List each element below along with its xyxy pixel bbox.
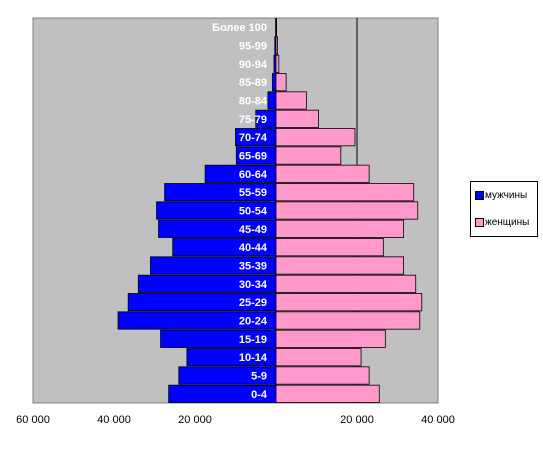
bar-women-Более 100: [275, 18, 278, 37]
legend-label-men: мужчины: [485, 189, 528, 201]
bar-women-20-24: [275, 311, 421, 330]
category-label: 45-49: [239, 224, 267, 236]
legend-label-women: женщины: [485, 216, 530, 228]
category-label: 35-39: [239, 261, 267, 273]
category-label: 30-34: [239, 279, 268, 291]
x-tick-label: 20 000: [340, 414, 374, 426]
legend-item-men: мужчины: [475, 188, 527, 202]
bar-women-55-59: [275, 183, 415, 202]
bar-women-25-29: [275, 293, 423, 312]
category-label: 60-64: [239, 169, 268, 181]
bar-women-80-84: [275, 91, 307, 110]
bar-women-65-69: [275, 146, 342, 165]
category-label: 0-4: [251, 389, 268, 401]
bar-women-50-54: [275, 201, 419, 220]
bar-women-60-64: [275, 164, 370, 183]
legend-swatch-women: [475, 217, 484, 227]
category-label: 75-79: [239, 114, 267, 126]
bar-men-85-89: [271, 73, 277, 92]
bar-women-40-44: [275, 238, 384, 257]
legend-swatch-men: [475, 190, 484, 200]
category-label: Более 100: [212, 22, 267, 34]
bar-women-15-19: [275, 329, 386, 348]
bar-women-75-79: [275, 109, 319, 128]
category-label: 80-84: [239, 96, 268, 108]
x-tick-label: 40 000: [97, 414, 131, 426]
category-label: 5-9: [251, 371, 267, 383]
x-tick-label: 60 000: [16, 414, 50, 426]
bar-women-95-99: [275, 36, 279, 55]
bar-women-90-94: [275, 54, 280, 73]
bar-women-35-39: [275, 256, 404, 275]
category-label: 10-14: [239, 352, 268, 364]
category-label: 25-29: [239, 297, 267, 309]
legend-item-women: женщины: [475, 215, 529, 229]
bar-women-70-74: [275, 128, 356, 147]
category-label: 70-74: [239, 132, 268, 144]
category-label: 20-24: [239, 316, 268, 328]
category-label: 65-69: [239, 151, 267, 163]
category-label: 55-59: [239, 187, 267, 199]
bar-women-30-34: [275, 274, 417, 293]
bar-women-0-4: [275, 384, 380, 403]
category-label: 40-44: [239, 242, 268, 254]
bar-women-5-9: [275, 366, 370, 385]
bar-women-85-89: [275, 73, 287, 92]
x-tick-label: 40 000: [421, 414, 455, 426]
bar-men-80-84: [267, 91, 277, 110]
category-label: 90-94: [239, 59, 268, 71]
x-tick-label: 20 000: [178, 414, 212, 426]
category-label: 95-99: [239, 41, 267, 53]
category-label: 15-19: [239, 334, 267, 346]
category-label: 50-54: [239, 206, 268, 218]
bar-women-10-14: [275, 348, 362, 367]
chart-legend: мужчины женщины: [470, 181, 538, 237]
bar-women-45-49: [275, 219, 404, 238]
category-label: 85-89: [239, 77, 267, 89]
